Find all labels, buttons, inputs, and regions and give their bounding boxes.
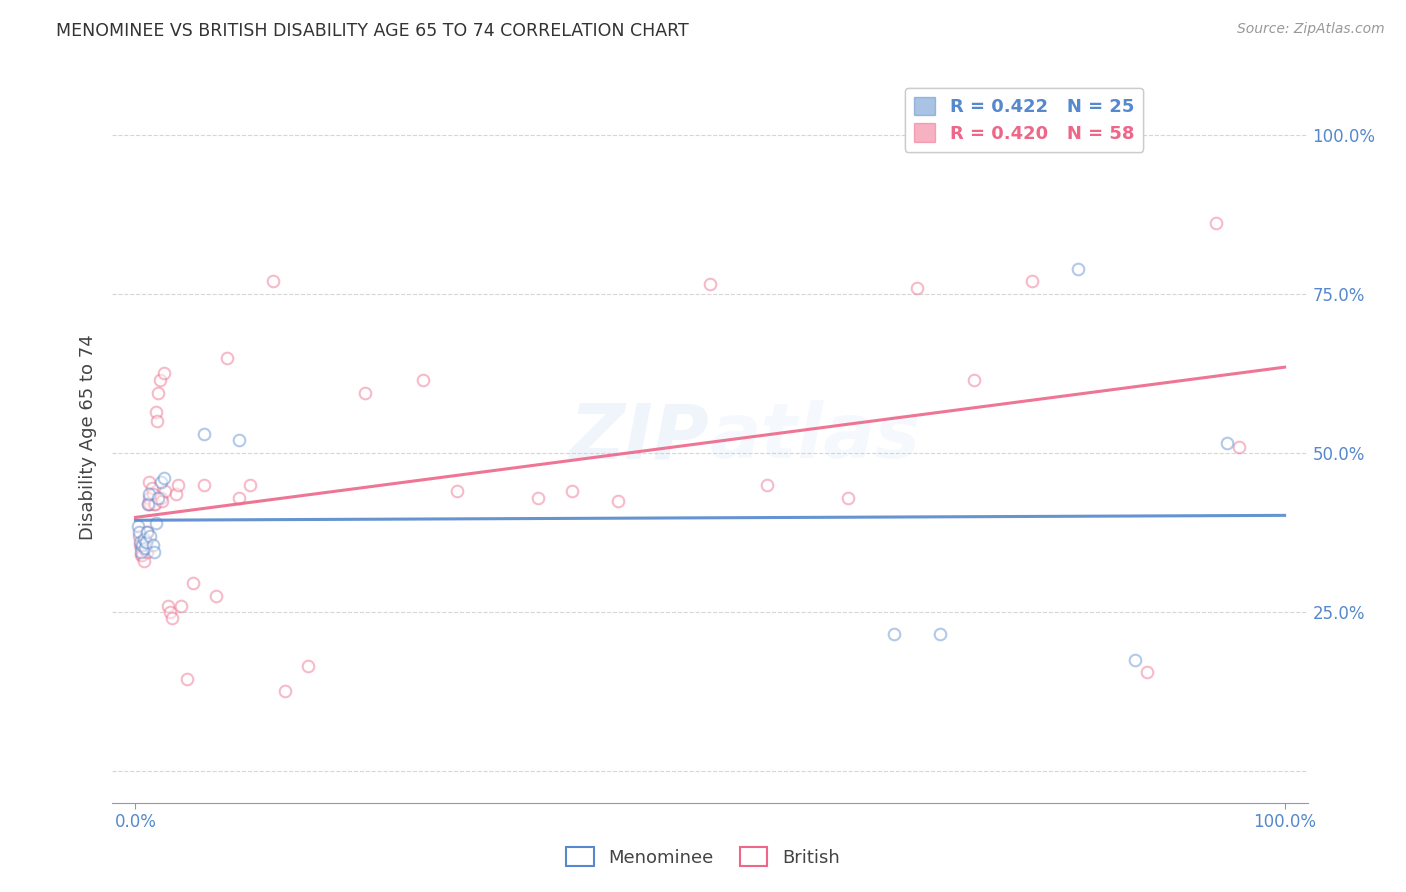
Point	[136, 497, 159, 511]
Text: MENOMINEE VS BRITISH DISABILITY AGE 65 TO 74 CORRELATION CHART: MENOMINEE VS BRITISH DISABILITY AGE 65 T…	[56, 22, 689, 40]
Point	[165, 487, 187, 501]
Point	[145, 516, 167, 530]
Point	[217, 351, 239, 365]
Point	[883, 627, 905, 641]
Point	[155, 484, 177, 499]
Point	[141, 481, 163, 495]
Point	[228, 434, 250, 448]
Text: Source: ZipAtlas.com: Source: ZipAtlas.com	[1237, 22, 1385, 37]
Point	[699, 277, 721, 292]
Point	[127, 519, 149, 533]
Point	[136, 544, 159, 558]
Point	[561, 484, 583, 499]
Point	[148, 491, 170, 505]
Point	[135, 535, 157, 549]
Text: atlas: atlas	[710, 401, 921, 474]
Point	[446, 484, 468, 499]
Point	[148, 385, 170, 400]
Point	[139, 529, 162, 543]
Point	[153, 471, 176, 485]
Point	[239, 477, 262, 491]
Point	[228, 491, 250, 505]
Legend: Menominee, British: Menominee, British	[560, 840, 846, 874]
Point	[149, 373, 172, 387]
Point	[181, 576, 204, 591]
Point	[132, 532, 155, 546]
Point	[129, 538, 152, 552]
Point	[193, 477, 215, 491]
Point	[129, 548, 152, 562]
Point	[142, 544, 165, 558]
Point	[963, 373, 986, 387]
Point	[905, 280, 928, 294]
Point	[139, 497, 162, 511]
Point	[142, 538, 165, 552]
Point	[170, 599, 193, 613]
Text: ZIP: ZIP	[571, 401, 710, 474]
Point	[1123, 653, 1146, 667]
Point	[1205, 216, 1227, 230]
Point	[193, 426, 215, 441]
Point	[136, 497, 159, 511]
Point	[928, 627, 950, 641]
Point	[131, 538, 153, 552]
Point	[153, 367, 176, 381]
Point	[132, 554, 155, 568]
Point	[138, 475, 160, 489]
Point	[149, 475, 172, 489]
Point	[167, 477, 190, 491]
Point	[354, 385, 377, 400]
Point	[149, 491, 172, 505]
Point	[134, 541, 156, 556]
Point	[150, 493, 173, 508]
Point	[145, 404, 167, 418]
Point	[135, 535, 157, 549]
Point	[138, 491, 160, 505]
Point	[132, 541, 155, 556]
Point	[159, 605, 181, 619]
Point	[142, 487, 165, 501]
Point	[136, 525, 159, 540]
Point	[607, 493, 630, 508]
Point	[837, 491, 859, 505]
Point	[1021, 274, 1043, 288]
Point	[138, 487, 160, 501]
Point	[1216, 436, 1239, 450]
Point	[131, 548, 153, 562]
Legend: R = 0.422   N = 25, R = 0.420   N = 58: R = 0.422 N = 25, R = 0.420 N = 58	[904, 87, 1143, 152]
Point	[526, 491, 548, 505]
Point	[297, 659, 319, 673]
Point	[274, 684, 297, 698]
Point	[128, 525, 150, 540]
Point	[262, 274, 284, 288]
Point	[1067, 261, 1090, 276]
Y-axis label: Disability Age 65 to 74: Disability Age 65 to 74	[79, 334, 97, 540]
Point	[146, 414, 169, 428]
Point	[1227, 440, 1250, 454]
Point	[156, 599, 179, 613]
Point	[129, 535, 152, 549]
Point	[412, 373, 434, 387]
Point	[756, 477, 779, 491]
Point	[134, 532, 156, 546]
Point	[143, 497, 166, 511]
Point	[205, 589, 228, 603]
Point	[1136, 665, 1159, 679]
Point	[129, 541, 152, 556]
Point	[142, 497, 165, 511]
Point	[128, 529, 150, 543]
Point	[136, 525, 159, 540]
Point	[162, 611, 183, 625]
Point	[176, 672, 198, 686]
Point	[129, 544, 152, 558]
